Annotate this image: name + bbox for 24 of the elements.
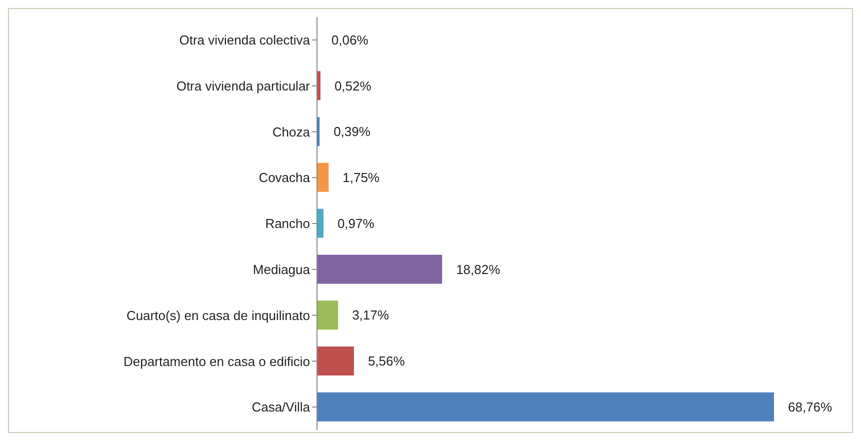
bar — [317, 254, 442, 284]
data-label: 0,06% — [331, 32, 369, 48]
data-label: 0,52% — [334, 78, 372, 94]
y-tick-label: Choza — [272, 124, 311, 140]
data-label: 0,97% — [337, 216, 375, 231]
data-label: 68,76% — [788, 399, 833, 414]
bar — [317, 208, 324, 238]
data-label: 3,17% — [352, 308, 390, 323]
data-label: 18,82% — [456, 262, 501, 277]
y-tick-label: Mediagua — [252, 262, 311, 278]
data-label: 1,75% — [342, 170, 380, 186]
bar — [317, 162, 329, 192]
y-tick-label: Rancho — [265, 216, 310, 232]
y-tick-label: Cuarto(s) en casa de inquilinato — [126, 308, 310, 323]
bar — [317, 392, 774, 422]
y-tick-label: Covacha — [258, 170, 311, 186]
y-tick-label: Casa/Villa — [252, 400, 311, 415]
y-tick-label: Otra vivienda colectiva — [179, 32, 311, 48]
y-tick-label: Otra vivienda particular — [176, 78, 311, 94]
data-label: 5,56% — [368, 354, 406, 369]
y-tick-label: Departamento en casa o edificio — [124, 354, 310, 369]
bar — [317, 300, 338, 330]
bar — [317, 346, 354, 376]
data-label: 0,39% — [334, 124, 371, 140]
